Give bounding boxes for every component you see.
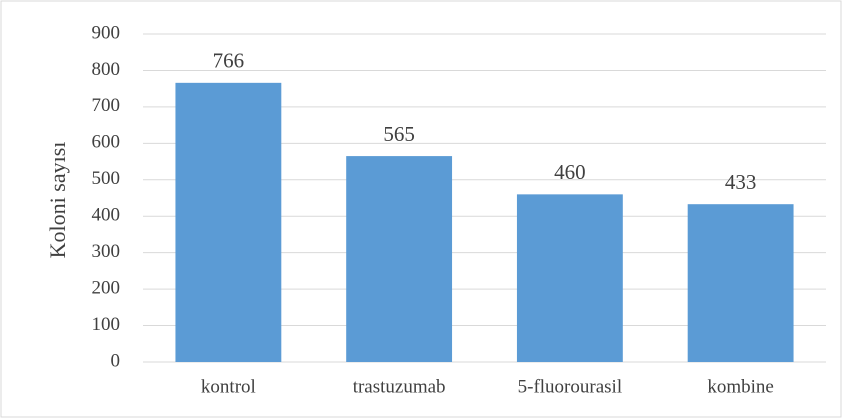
y-tick-label: 800	[92, 59, 121, 80]
bar	[687, 204, 794, 362]
y-tick-label: 300	[92, 241, 121, 262]
y-tick-label: 200	[92, 277, 121, 298]
y-tick-label: 0	[111, 350, 121, 371]
y-tick-label: 100	[92, 314, 121, 335]
y-tick-label: 700	[92, 95, 121, 116]
x-tick-label: kontrol	[201, 376, 256, 397]
x-tick-label: trastuzumab	[353, 376, 446, 397]
x-tick-label: kombine	[707, 376, 774, 397]
y-tick-label: 600	[92, 132, 121, 153]
bar	[516, 194, 623, 362]
y-tick-label: 500	[92, 168, 121, 189]
bar	[175, 82, 282, 362]
x-tick-label: 5-fluorourasil	[518, 376, 622, 397]
y-tick-label: 900	[92, 22, 121, 43]
data-label: 766	[213, 49, 245, 73]
data-label: 565	[383, 122, 415, 146]
data-label: 460	[554, 160, 586, 184]
y-tick-label: 400	[92, 205, 121, 226]
y-axis-label: Koloni sayısı	[45, 142, 70, 259]
data-label: 433	[725, 170, 757, 194]
bar	[346, 156, 453, 362]
